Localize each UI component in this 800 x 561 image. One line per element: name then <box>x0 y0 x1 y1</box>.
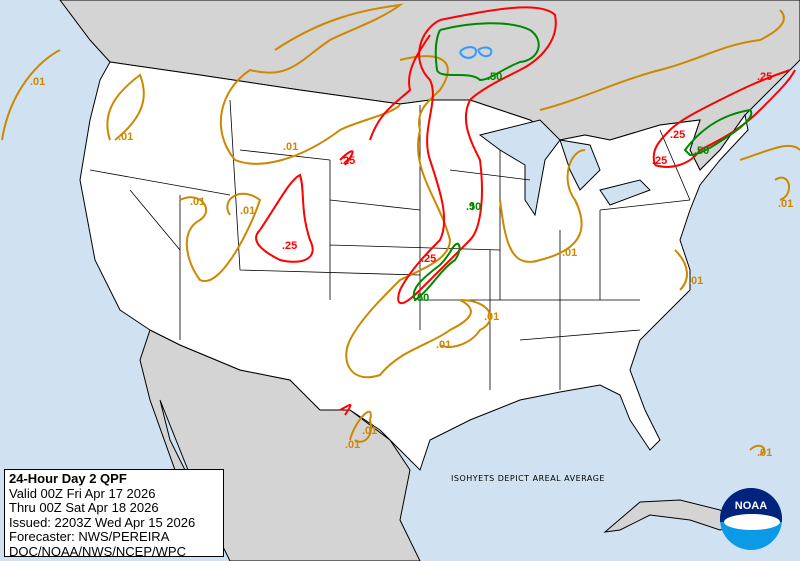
label-025: .25 <box>282 240 297 252</box>
forecast-info-box: 24-Hour Day 2 QPF Valid 00Z Fri Apr 17 2… <box>4 469 224 559</box>
label-050: .50 <box>414 292 429 304</box>
label-050: .50 <box>487 71 502 83</box>
label-001: .01 <box>484 311 499 323</box>
label-001: .01 <box>240 205 255 217</box>
contour-025 <box>255 6 796 416</box>
label-001: .01 <box>345 439 360 451</box>
contour-050 <box>412 22 753 302</box>
label-001: .01 <box>30 76 45 88</box>
label-001: .01 <box>562 247 577 259</box>
label-001: .01 <box>283 141 298 153</box>
label-001: .01 <box>778 198 793 210</box>
label-050: .50 <box>466 201 481 213</box>
label-001: .01 <box>688 275 703 287</box>
great-lakes <box>478 119 651 217</box>
label-025: .25 <box>757 71 772 83</box>
agency: DOC/NOAA/NWS/NCEP/WPC <box>9 543 186 559</box>
label-025: .25 <box>652 155 667 167</box>
contour-001 <box>1 3 800 456</box>
contour-labels: .01 .01 .01 .01 .01 .01 .01 .01 .01 .01 … <box>30 71 793 459</box>
label-001: .01 <box>362 425 377 437</box>
label-025: .25 <box>340 155 355 167</box>
noaa-logo: NOAA <box>720 488 782 550</box>
product-title: 24-Hour Day 2 QPF <box>9 471 127 486</box>
isohyet-note: ISOHYETS DEPICT AREAL AVERAGE <box>451 474 605 483</box>
issued-time: Issued: 2203Z Wed Apr 15 2026 <box>9 514 196 530</box>
label-001: .01 <box>118 131 133 143</box>
label-025: .25 <box>421 253 436 265</box>
valid-time: Valid 00Z Fri Apr 17 2026 <box>9 485 156 501</box>
forecaster: Forecaster: NWS/PEREIRA <box>9 529 170 544</box>
label-025: .25 <box>670 129 685 141</box>
label-001: .01 <box>757 447 772 459</box>
label-001: .01 <box>436 339 451 351</box>
thru-time: Thru 00Z Sat Apr 18 2026 <box>9 500 159 515</box>
label-001: .01 <box>190 196 205 208</box>
noaa-logo-text: NOAA <box>734 500 768 512</box>
label-050: .50 <box>694 145 709 157</box>
contour-100 <box>459 46 493 59</box>
